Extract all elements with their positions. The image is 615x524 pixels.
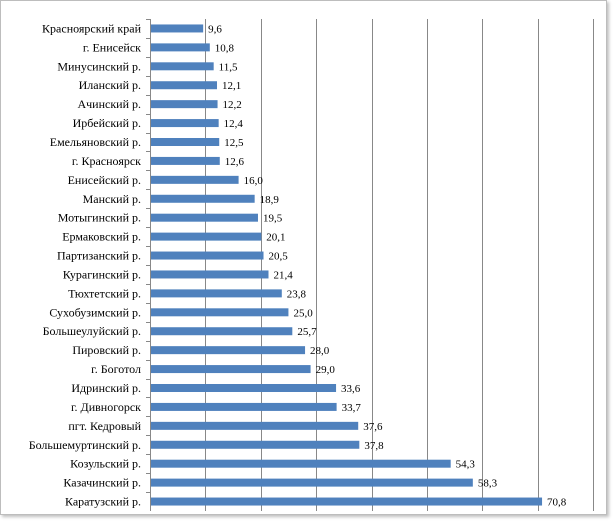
- value-label: 23,8: [287, 288, 307, 300]
- bars: [150, 24, 543, 506]
- bar: [150, 365, 311, 374]
- category-label: г. Енисейск: [83, 40, 141, 54]
- category-label: Идринский р.: [71, 381, 141, 395]
- category-label: Мотыгинский р.: [58, 211, 141, 225]
- bar: [150, 156, 220, 165]
- value-label: 21,4: [274, 269, 294, 281]
- bar: [150, 327, 293, 336]
- value-label: 18,9: [260, 194, 280, 206]
- value-label: 12,6: [225, 156, 245, 168]
- bar: [150, 43, 210, 52]
- category-label: Манский р.: [83, 192, 141, 206]
- value-label: 29,0: [316, 364, 336, 376]
- bar: [150, 440, 360, 449]
- value-label: 20,5: [269, 251, 289, 263]
- category-label: Енисейский р.: [68, 173, 141, 187]
- value-label: 12,5: [224, 137, 244, 149]
- value-label: 12,2: [223, 99, 242, 111]
- value-label: 37,6: [363, 421, 383, 433]
- bar-chart: Красноярский край г. Енисейск Минусинский …: [29, 19, 594, 511]
- category-label: Казачинский р.: [63, 476, 141, 490]
- value-label: 70,8: [547, 497, 567, 509]
- bar: [150, 62, 214, 71]
- value-label: 25,0: [293, 307, 313, 319]
- bar: [150, 459, 451, 468]
- category-label: Минусинский р.: [57, 59, 141, 73]
- bar: [150, 421, 359, 430]
- category-label: Красноярский край: [42, 21, 142, 35]
- bar: [150, 251, 264, 260]
- bar: [150, 24, 204, 33]
- value-label: 28,0: [310, 345, 330, 357]
- chart-frame: Красноярский край г. Енисейск Минусинский …: [0, 0, 607, 515]
- category-label: Пировский р.: [72, 343, 141, 357]
- bar: [150, 81, 218, 90]
- value-label: 37,8: [364, 440, 384, 452]
- category-label: пгт. Кедровый: [68, 419, 141, 433]
- category-label: Емельяновский р.: [50, 135, 141, 149]
- bar: [150, 497, 543, 506]
- category-label: Ермаковский р.: [62, 230, 141, 244]
- y-axis: [146, 19, 151, 511]
- category-label: Партизанский р.: [57, 249, 141, 263]
- gridlines: [205, 19, 594, 511]
- category-label: Сухобузимский р.: [49, 305, 141, 319]
- value-label: 54,3: [456, 459, 476, 471]
- bar: [150, 213, 258, 222]
- bar: [150, 138, 220, 146]
- category-label: Большемуртинский р.: [29, 438, 141, 452]
- bar: [150, 289, 282, 298]
- category-labels: Красноярский край г. Енисейск Минусинский …: [29, 21, 142, 508]
- category-label: Тюхтетский р.: [68, 286, 141, 300]
- bar: [150, 100, 218, 109]
- bar: [150, 346, 306, 355]
- category-label: г. Боготол: [91, 362, 141, 376]
- value-label: 58,3: [478, 478, 498, 490]
- category-label: Большеулуйский р.: [43, 324, 141, 338]
- category-label: Козульский р.: [70, 457, 141, 471]
- value-label: 11,5: [219, 61, 238, 73]
- value-label: 9,6: [208, 23, 222, 35]
- bar: [150, 119, 219, 128]
- value-label: 12,1: [222, 80, 241, 92]
- value-label: 19,5: [263, 213, 283, 225]
- bar: [150, 270, 269, 279]
- bar: [150, 402, 337, 411]
- category-label: г. Красноярск: [72, 154, 141, 168]
- bar: [150, 384, 337, 392]
- category-label: Каратузский р.: [65, 495, 141, 509]
- value-label: 25,7: [297, 326, 317, 338]
- bar: [150, 478, 473, 487]
- value-label: 10,8: [215, 42, 235, 54]
- category-label: Ирбейский р.: [73, 116, 141, 130]
- value-label: 12,4: [224, 118, 244, 130]
- category-label: Ачинский р.: [77, 97, 141, 111]
- value-label: 33,7: [342, 402, 362, 414]
- category-label: Иланский р.: [79, 78, 141, 92]
- category-label: г. Дивногорск: [71, 400, 141, 414]
- bar: [150, 194, 255, 203]
- bar: [150, 175, 239, 184]
- category-label: Курагинский р.: [63, 267, 141, 281]
- bar: [150, 308, 289, 317]
- bar: [150, 232, 262, 241]
- value-label: 20,1: [266, 232, 285, 244]
- value-labels: 9,6 10,8 11,5 12,1 12,2 12,4 12,5 12,6 16,0 18,9 1…: [208, 23, 567, 508]
- value-label: 33,6: [341, 383, 361, 395]
- value-label: 16,0: [244, 175, 264, 187]
